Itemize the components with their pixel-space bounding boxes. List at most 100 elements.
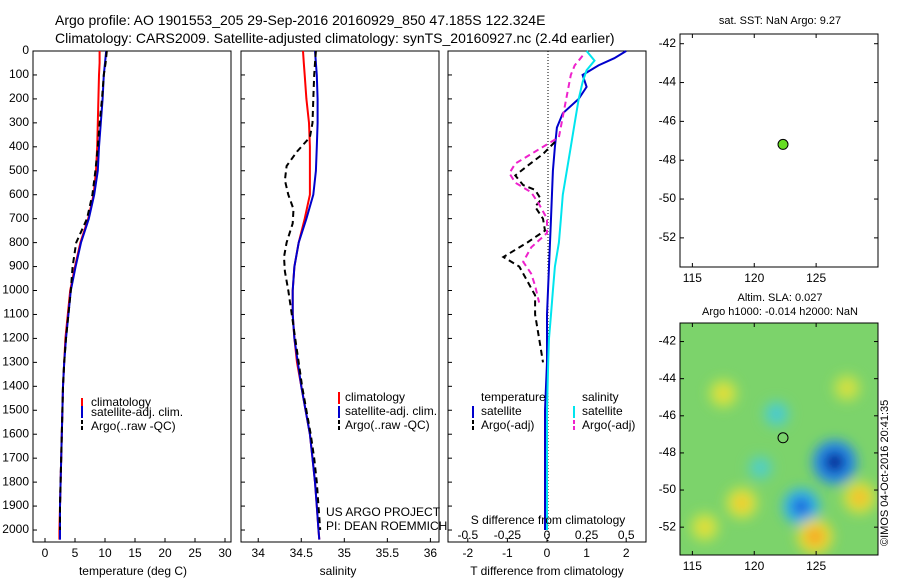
argo-position-ring (777, 432, 789, 444)
series-line-satellite (546, 50, 596, 530)
depth-tick-label: 300 (9, 115, 29, 129)
legend-header-salinity: salinity (582, 390, 619, 404)
pi-credit: PI: DEAN ROEMMICH (326, 519, 447, 533)
t-difference-xlabel: T difference from climatology (470, 564, 624, 578)
x-tick-label: 35 (338, 546, 352, 560)
legend-header-temperature: temperature (481, 390, 546, 404)
depth-tick-label: 1800 (2, 474, 29, 488)
lat-tick-label: -48 (659, 152, 677, 166)
lat-tick-label: -52 (659, 519, 677, 533)
x-tick-label: 20 (158, 546, 172, 560)
legend-label-climatology: climatology (345, 390, 405, 404)
difference-legend: temperature salinity satellite Argo(-adj… (472, 390, 635, 432)
sla-anomaly-core (734, 495, 749, 511)
s-diff-tick-label: 0 (544, 528, 551, 542)
x-tick-label: 0 (42, 546, 49, 560)
depth-tick-label: 2000 (2, 522, 29, 536)
depth-tick-label: 100 (9, 67, 29, 81)
temperature-profile-panel: 0 5 10 15 20 25 300100200300400500600700800900… (2, 43, 232, 578)
depth-tick-label: 1400 (2, 378, 29, 392)
depth-tick-label: 1500 (2, 402, 29, 416)
series-line-climatology (58, 51, 101, 540)
x-tick-label: 35.5 (376, 546, 400, 560)
temperature-legend: climatology satellite-adj. clim. Argo(..… (81, 395, 183, 433)
depth-tick-label: 1600 (2, 426, 29, 440)
lat-tick-label: -44 (659, 75, 677, 89)
legend-label-t-satellite: satellite (481, 404, 522, 418)
lat-tick-label: -46 (659, 114, 677, 128)
sla-anomaly-core (852, 490, 867, 505)
lon-tick-label: 115 (683, 271, 702, 285)
depth-tick-label: 500 (9, 163, 29, 177)
x-tick-label: 0 (544, 546, 551, 560)
series-line-satellite (544, 50, 627, 530)
depth-tick-label: 1300 (2, 355, 29, 369)
sla-anomaly-core (824, 452, 845, 473)
lat-tick-label: -50 (659, 482, 677, 496)
depth-tick-label: 200 (9, 91, 29, 105)
x-tick-label: -1 (502, 546, 513, 560)
sla-map-panel: Altim. SLA: 0.027 Argo h1000: -0.014 h20… (659, 292, 879, 573)
header-line-1: Argo profile: AO 1901553_205 29-Sep-2016… (55, 12, 545, 28)
lat-tick-label: -42 (659, 36, 677, 50)
x-tick-label: 5 (72, 546, 79, 560)
sla-axes-frame (679, 322, 879, 556)
sla-anomaly-core (716, 387, 730, 400)
difference-panel: -2 -1 0 1 2 -0.5 -0.25 0 0.25 0.5 T difference fr… (447, 50, 647, 578)
sla-anomaly-core (840, 381, 854, 395)
depth-tick-label: 700 (9, 211, 29, 225)
s-diff-tick-label: -0.5 (457, 528, 478, 542)
header-line-2: Climatology: CARS2009. Satellite-adjuste… (55, 30, 615, 46)
legend-label-argo: Argo(..raw -QC) (91, 419, 176, 433)
sla-field (680, 323, 878, 555)
lon-tick-label: 125 (806, 559, 826, 573)
legend-label-t-argo: Argo(-adj) (481, 418, 534, 432)
legend-label-argo: Argo(..raw -QC) (345, 418, 430, 432)
depth-tick-label: 0 (22, 43, 29, 57)
lon-tick-label: 120 (744, 271, 764, 285)
temperature-axes-frame (32, 50, 232, 543)
x-tick-label: 34 (252, 546, 266, 560)
imos-timestamp: ©IMOS 04-Oct-2016 20:41:35 (879, 400, 891, 546)
sla-title-line-1: Altim. SLA: 0.027 (738, 292, 823, 304)
lat-tick-label: -44 (659, 371, 677, 385)
lon-tick-label: 115 (683, 559, 702, 573)
depth-tick-label: 400 (9, 139, 29, 153)
temperature-xlabel: temperature (deg C) (79, 564, 187, 578)
x-tick-label: 15 (128, 546, 142, 560)
s-difference-label: S difference from climatology (471, 513, 626, 527)
position-axes-frame (679, 33, 879, 268)
position-map-panel: sat. SST: NaN Argo: 9.27 115 120 125 -42 -44… (659, 15, 879, 285)
depth-tick-label: 1200 (2, 331, 29, 345)
salinity-legend: climatology satellite-adj. clim. Argo(..… (338, 390, 437, 432)
position-map-title: sat. SST: NaN Argo: 9.27 (719, 15, 841, 27)
lat-tick-label: -46 (659, 408, 677, 422)
depth-tick-label: 1900 (2, 498, 29, 512)
depth-tick-label: 1100 (3, 307, 29, 321)
lon-tick-label: 120 (744, 559, 764, 573)
x-tick-label: 25 (188, 546, 202, 560)
lat-tick-label: -52 (659, 230, 677, 244)
lon-tick-label: 125 (806, 271, 826, 285)
s-diff-tick-label: 0.5 (618, 528, 635, 542)
lat-tick-label: -48 (659, 445, 677, 459)
sla-anomaly-core (792, 498, 810, 516)
x-tick-label: 2 (623, 546, 630, 560)
depth-tick-label: 1700 (2, 450, 29, 464)
argo-position-marker (777, 138, 789, 150)
lat-tick-label: -42 (659, 334, 677, 348)
x-tick-label: 1 (583, 546, 590, 560)
sla-anomaly-core (754, 462, 766, 474)
sla-anomaly-core (770, 408, 783, 420)
x-tick-label: 30 (218, 546, 232, 560)
sla-anomaly-core (806, 528, 823, 545)
series-line-argo-adj (508, 55, 584, 303)
series-line-argo-raw-qc (59, 50, 108, 530)
salinity-axes-frame (240, 50, 440, 543)
x-tick-label: 10 (98, 546, 112, 560)
legend-label-s-argo: Argo(-adj) (582, 418, 635, 432)
x-tick-label: 34.5 (290, 546, 314, 560)
depth-tick-label: 600 (9, 187, 29, 201)
project-credit: US ARGO PROJECT (326, 505, 441, 519)
